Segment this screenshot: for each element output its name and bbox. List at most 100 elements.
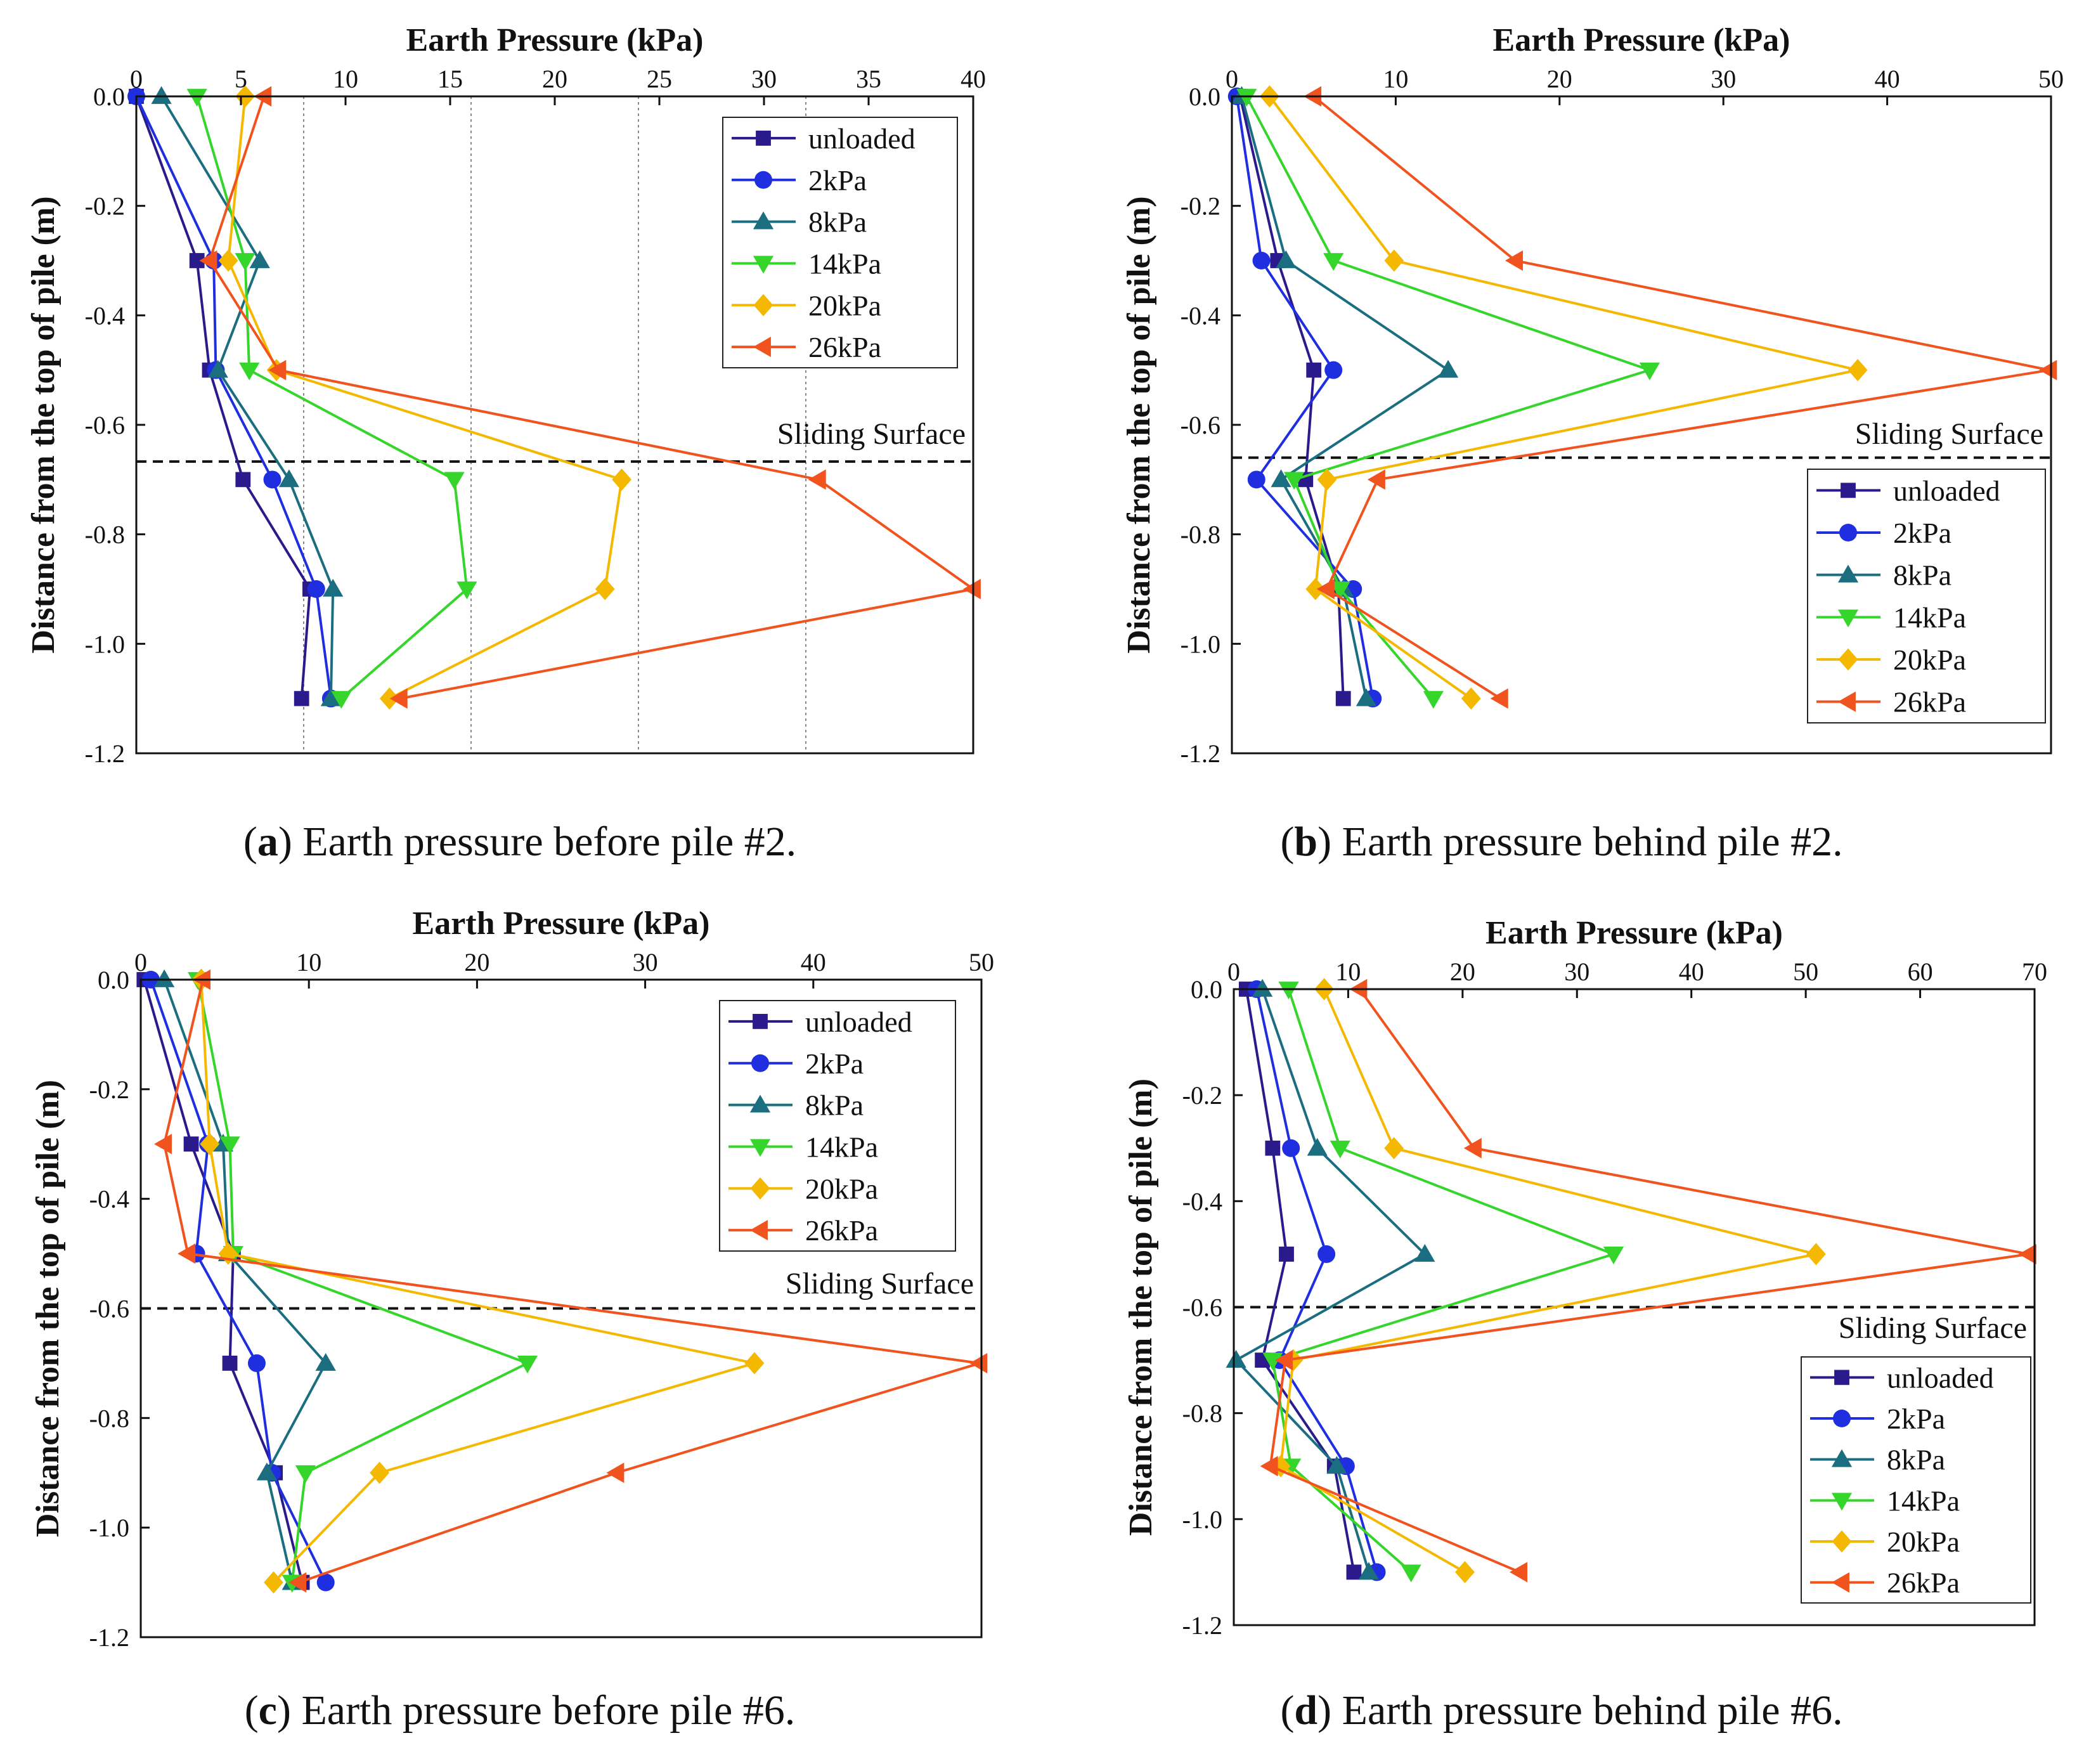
chart-a-sliding-surface-label: Sliding Surface: [777, 417, 966, 451]
chart-d-legend-14kpa-marker: [1831, 1493, 1853, 1511]
chart-a-legend-26kpa-marker: [753, 336, 771, 358]
chart-c-legend-8kpa-label: 8kPa: [805, 1089, 864, 1122]
chart-a-legend-box: [722, 117, 958, 368]
panel-a: Sliding Surface 0 5 10 15 20 25 30 35 40 0.0 -0.2 -0…: [0, 0, 1042, 881]
chart-d-series-26kpa-point-1: [1463, 1138, 1482, 1158]
chart-d-series-unloaded-point-2: [1279, 1247, 1294, 1262]
chart-c-legend-20kpa-label: 20kPa: [805, 1172, 878, 1205]
chart-b-xtick-label-4: 40: [1875, 65, 1900, 93]
chart-d-xtick-label-7: 70: [2022, 957, 2047, 986]
chart-d-legend-box: [1801, 1356, 2031, 1604]
chart-a-series-8kpa-point-4: [323, 578, 344, 597]
chart-c-legend-2kpa-label: 2kPa: [805, 1047, 864, 1080]
chart-c-series-20kpa-line: [200, 979, 755, 1583]
chart-a-y-axis-title: Distance from the top of pile (m): [25, 196, 61, 653]
chart-c-xtick-label-3: 30: [633, 948, 658, 976]
chart-c-series-26kpa-point-5: [288, 1572, 307, 1593]
chart-c-series-8kpa-point-0: [154, 969, 175, 987]
chart-a-series-unloaded-point-1: [189, 253, 205, 268]
chart-d-series-8kpa-line: [1234, 989, 1427, 1573]
chart-c-x-axis-title: Earth Pressure (kPa): [413, 905, 710, 942]
chart-a-series-2kpa-point-4: [307, 580, 325, 598]
chart-d-series-26kpa-point-5: [1509, 1562, 1527, 1583]
chart-d-series-26kpa-point-4: [1260, 1456, 1278, 1477]
chart-b-legend-box: [1807, 469, 2046, 723]
chart-a-series-14kpa-point-0: [186, 89, 207, 107]
chart-c-sliding-surface-label: Sliding Surface: [786, 1267, 974, 1300]
chart-d-series-8kpa-point-0: [1252, 978, 1273, 997]
chart-b-legend-26kpa-marker: [1837, 691, 1856, 712]
chart-a-series-14kpa-point-3: [444, 472, 465, 490]
chart-c-ytick-label-0: 0.0: [98, 966, 129, 994]
chart-b-series-14kpa-line: [1245, 96, 1654, 699]
chart-a-ytick-label-0: 0.0: [93, 82, 125, 111]
chart-d-series-unloaded-point-1: [1265, 1140, 1281, 1156]
chart-c-series-26kpa-point-3: [969, 1352, 988, 1374]
chart-b-legend-8kpa-label: 8kPa: [1893, 559, 1951, 592]
chart-c-series-2kpa-point-3: [247, 1354, 266, 1372]
chart-b-series-14kpa-point-1: [1323, 253, 1344, 271]
chart-c-series-20kpa-point-5: [264, 1571, 283, 1594]
caption-b-text: Earth pressure behind pile #2.: [1331, 819, 1843, 865]
chart-d-series-20kpa-point-1: [1384, 1137, 1404, 1160]
chart-c-legend-26kpa-marker: [749, 1219, 768, 1241]
chart-b-ytick-label-6: -1.2: [1181, 739, 1220, 768]
chart-a-xtick-label-3: 15: [437, 65, 463, 93]
panel-b: Sliding Surface 0 10 20 30 40 50 0.0 -0.2 -0.4 -0.…: [1042, 0, 2084, 881]
chart-b-legend-14kpa-marker: [1837, 609, 1859, 628]
chart-d-legend-8kpa-label: 8kPa: [1887, 1444, 1945, 1476]
chart-c-legend-8kpa-marker: [749, 1094, 771, 1113]
chart-d-series-2kpa-point-2: [1317, 1245, 1336, 1263]
chart-b-series-2kpa-point-3: [1247, 470, 1265, 489]
chart-c-series-26kpa-point-2: [178, 1243, 196, 1264]
chart-b-x-axis-title: Earth Pressure (kPa): [1493, 22, 1790, 58]
chart-d-series-20kpa-point-5: [1455, 1560, 1475, 1583]
chart-b-ytick-label-0: 0.0: [1189, 82, 1220, 111]
chart-d-series-unloaded-point-5: [1346, 1564, 1362, 1580]
chart-d-series-26kpa-point-2: [2018, 1243, 2036, 1265]
chart-d-series-14kpa-point-2: [1603, 1247, 1624, 1265]
chart-d-ytick-label-6: -1.2: [1182, 1611, 1222, 1640]
chart-a-series-20kpa-point-3: [612, 468, 631, 491]
chart-b-series-2kpa-point-2: [1324, 361, 1343, 379]
chart-a-series-14kpa-point-1: [235, 253, 256, 271]
chart-c-legend-unloaded-marker: [753, 1014, 768, 1029]
chart-d-ytick-label-1: -0.2: [1182, 1081, 1222, 1110]
chart-c-series-8kpa-point-4: [256, 1462, 277, 1481]
chart-a-legend-2kpa-marker: [754, 171, 772, 189]
chart-b-sliding-surface-label: Sliding Surface: [1855, 417, 2043, 451]
caption-c-text: Earth pressure before pile #6.: [290, 1687, 796, 1734]
chart-a-series-26kpa-point-5: [389, 688, 408, 709]
chart-a-xtick-label-8: 40: [961, 65, 986, 93]
chart-b-series-2kpa-point-1: [1252, 252, 1271, 269]
caption-a-text: Earth pressure before pile #2.: [292, 819, 797, 865]
chart-a-legend-14kpa-label: 14kPa: [808, 247, 881, 280]
chart-d-series-26kpa-line: [1269, 988, 2029, 1574]
chart-a-series-20kpa-line: [227, 96, 623, 700]
chart-b-series-20kpa-point-5: [1461, 687, 1481, 710]
chart-b-series-26kpa-point-4: [1316, 578, 1335, 600]
chart-d-legend-unloaded-marker: [1834, 1370, 1849, 1385]
chart-a-series-unloaded-point-5: [294, 691, 309, 706]
caption-c-letter: c: [258, 1687, 277, 1734]
chart-d-series-8kpa-point-1: [1307, 1138, 1328, 1156]
chart-b-xtick-label-5: 50: [2038, 65, 2064, 93]
chart-c-legend-14kpa-label: 14kPa: [805, 1131, 878, 1163]
chart-b-series-unloaded-point-2: [1306, 362, 1322, 378]
chart-a-series-8kpa-point-2: [207, 360, 228, 378]
chart-b-series-14kpa-point-0: [1236, 89, 1257, 107]
chart-c-legend-26kpa-label: 26kPa: [805, 1214, 878, 1247]
chart-a-xtick-label-7: 35: [856, 65, 881, 93]
chart-b-series-8kpa-line: [1240, 96, 1451, 699]
chart-a-legend-14kpa-marker: [753, 256, 774, 274]
chart-b-ytick-label-3: -0.6: [1181, 411, 1220, 439]
chart-b-series-8kpa-point-1: [1276, 250, 1297, 268]
chart-d-ytick-label-4: -0.8: [1182, 1399, 1222, 1428]
chart-b-series-8kpa-point-3: [1271, 469, 1291, 488]
chart-a-series-14kpa-point-5: [331, 691, 352, 709]
chart-d-series-2kpa-line: [1255, 989, 1378, 1573]
chart-c-legend-2kpa-marker: [751, 1054, 769, 1072]
chart-d-series-14kpa-point-1: [1330, 1140, 1350, 1158]
chart-d-legend-20kpa-label: 20kPa: [1887, 1526, 1960, 1558]
chart-a-series-8kpa-line: [160, 95, 335, 699]
